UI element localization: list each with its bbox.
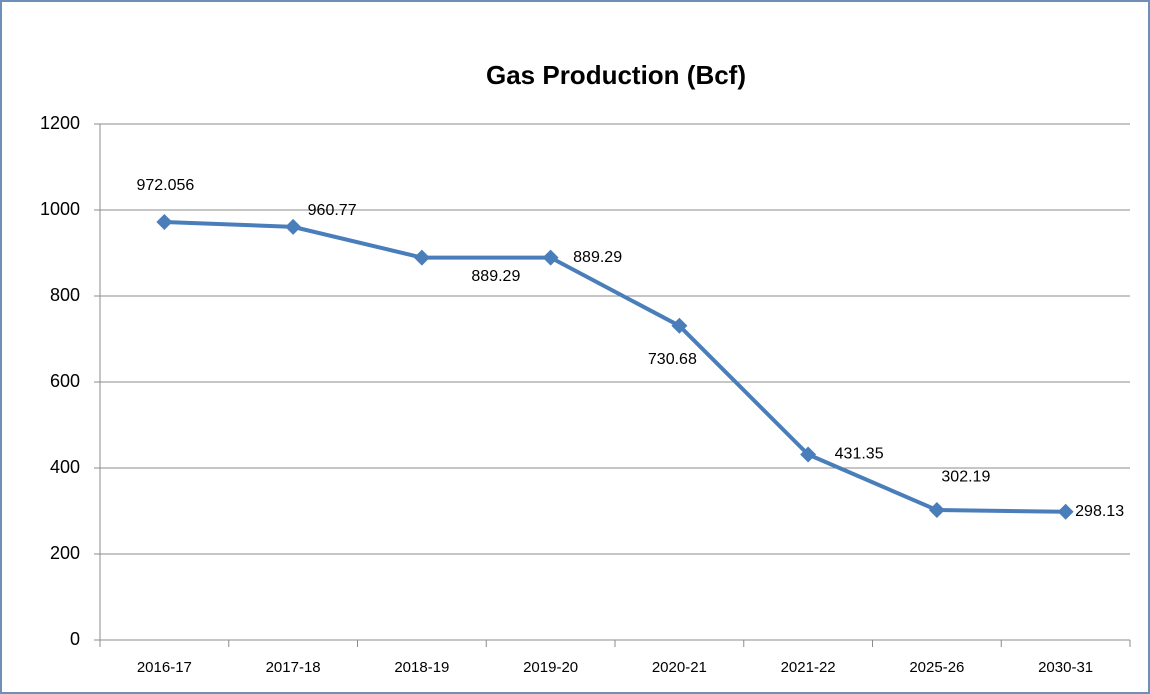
- data-marker: [285, 218, 302, 235]
- y-tick-label: 1200: [40, 113, 80, 133]
- x-tick-label: 2021-22: [781, 659, 836, 676]
- y-tick-label: 1000: [40, 199, 80, 219]
- y-tick-label: 200: [50, 543, 80, 563]
- y-tick-label: 600: [50, 371, 80, 391]
- data-label: 298.13: [1075, 503, 1124, 520]
- data-line: [164, 220, 1066, 514]
- data-label: 889.29: [471, 268, 520, 285]
- x-tick-label: 2016-17: [137, 659, 192, 676]
- data-marker: [800, 446, 817, 463]
- y-tick-label: 0: [70, 629, 80, 649]
- data-label: 730.68: [648, 351, 697, 368]
- data-marker: [928, 502, 945, 519]
- data-marker: [1057, 503, 1074, 520]
- chart-title: Gas Production (Bcf): [486, 60, 746, 90]
- data-label: 431.35: [835, 446, 884, 463]
- data-label: 889.29: [573, 249, 622, 266]
- x-tick-label: 2030-31: [1038, 659, 1093, 676]
- x-tick-label: 2025-26: [909, 659, 964, 676]
- data-marker: [413, 249, 430, 266]
- y-tick-label: 400: [50, 457, 80, 477]
- data-marker: [156, 214, 173, 231]
- x-tick-label: 2019-20: [523, 659, 578, 676]
- data-label: 960.77: [308, 202, 357, 219]
- x-tick-label: 2018-19: [394, 659, 449, 676]
- x-tick-label: 2017-18: [266, 659, 321, 676]
- data-marker: [671, 317, 688, 334]
- data-label: 302.19: [941, 468, 990, 485]
- data-marker: [542, 249, 559, 266]
- y-tick-label: 800: [50, 285, 80, 305]
- data-label: 972.056: [136, 177, 194, 194]
- x-tick-label: 2020-21: [652, 659, 707, 676]
